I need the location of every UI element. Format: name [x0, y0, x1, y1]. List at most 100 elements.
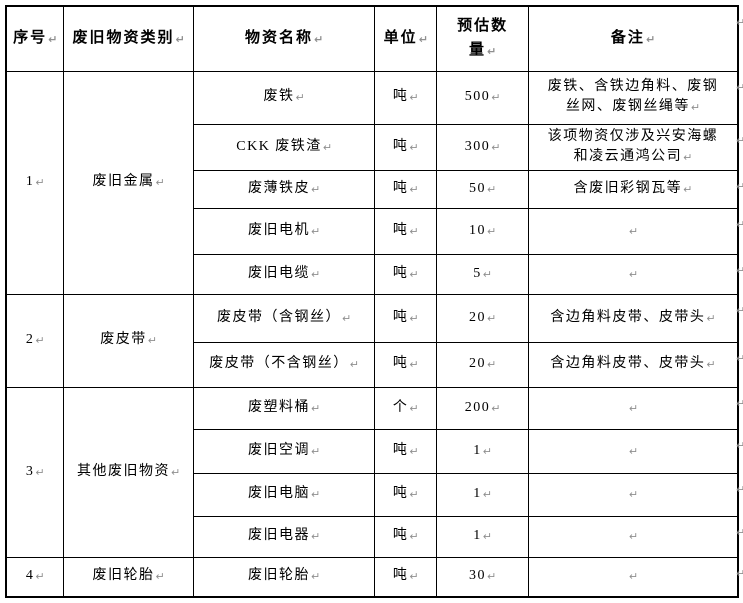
unit-cell-text: 吨 — [392, 222, 409, 238]
unit-cell: 吨↵ — [374, 341, 438, 388]
return-mark-icon: ↵ — [311, 530, 321, 543]
quantity-cell-text: 20 — [469, 309, 487, 325]
unit-cell-text: 吨 — [392, 528, 409, 543]
return-mark-icon: ↵ — [628, 401, 639, 415]
return-mark-icon: ↵ — [409, 444, 419, 458]
table-row: 废薄铁皮↵ 吨↵ 50↵ 含废旧彩钢瓦等↵ ↵ — [6, 169, 743, 209]
header-row: 序号↵ 废旧物资类别↵ 物资名称↵ 单位↵ 预估数量↵ 备注↵ ↵ — [5, 5, 743, 72]
note-cell-text: 含边角料皮带、皮带头 — [550, 356, 706, 371]
materials-table: 序号↵ 废旧物资类别↵ 物资名称↵ 单位↵ 预估数量↵ 备注↵ ↵ 1↵ 废旧金属↵ 废铁↵ 吨↵… — [5, 5, 743, 598]
return-mark-icon: ↵ — [690, 101, 701, 114]
unit-cell: 个↵ — [374, 386, 438, 430]
note-cell: ↵ — [528, 386, 739, 430]
return-mark-icon: ↵ — [155, 176, 165, 189]
quantity-cell-text: 30 — [469, 568, 487, 584]
row-end-mark-cell: ↵ — [736, 71, 743, 124]
material-name-cell-text: 废旧电机 — [248, 222, 311, 238]
return-mark-icon: ↵ — [322, 140, 333, 154]
unit-cell-text: 吨 — [392, 356, 409, 371]
row-end-mark-cell: ↵ — [736, 170, 743, 208]
note-cell: ↵ — [528, 253, 739, 295]
row-end-mark-cell: ↵ — [735, 473, 743, 516]
note-cell: ↵ — [528, 556, 739, 598]
header-label: 废旧物资类别 — [72, 29, 175, 46]
unit-cell: 吨↵ — [374, 207, 438, 255]
category-cell: 其他废旧物资↵ — [63, 386, 194, 558]
header-label-wrap: 序号↵ — [13, 26, 57, 52]
quantity-cell-text: 300 — [464, 138, 491, 154]
return-mark-icon: ↵ — [349, 358, 359, 371]
material-name-cell: 废旧空调↵ — [192, 428, 376, 474]
return-mark-icon: ↵ — [683, 182, 693, 196]
note-cell: ↵ — [528, 428, 739, 474]
return-mark-icon: ↵ — [409, 267, 419, 281]
quantity-cell: 300↵ — [436, 123, 530, 171]
header-qty: 预估数量↵ — [436, 5, 530, 72]
header-label: 预估数量 — [457, 17, 509, 58]
unit-cell-text: 吨 — [392, 180, 409, 196]
quantity-cell-text: 10 — [469, 222, 487, 238]
unit-cell-text: 吨 — [392, 138, 409, 154]
quantity-cell: 20↵ — [436, 341, 530, 388]
return-mark-icon: ↵ — [409, 488, 419, 501]
material-name-cell: CKK 废铁渣↵ — [192, 123, 376, 171]
return-mark-icon: ↵ — [628, 570, 639, 584]
return-mark-icon: ↵ — [175, 32, 185, 46]
unit-cell: 吨↵ — [374, 70, 438, 125]
return-mark-icon: ↵ — [418, 32, 428, 46]
table-row: 3↵ 其他废旧物资↵ 废塑料桶↵ 个↵ 200↵ ↵ ↵ — [5, 386, 743, 558]
unit-cell-text: 吨 — [392, 89, 409, 104]
quantity-cell: 50↵ — [436, 169, 530, 209]
table-row: 废旧电机↵ 吨↵ 10↵ ↵ ↵ — [6, 207, 743, 255]
unit-cell: 吨↵ — [374, 169, 438, 209]
return-mark-icon: ↵ — [735, 483, 743, 496]
return-mark-icon: ↵ — [48, 32, 58, 46]
quantity-cell-text: 1 — [473, 486, 482, 501]
unit-cell-text: 吨 — [392, 568, 409, 584]
quantity-cell: 200↵ — [436, 386, 530, 430]
unit-cell-text: 吨 — [392, 442, 409, 458]
return-mark-icon: ↵ — [487, 182, 497, 196]
material-name-cell: 废旧电机↵ — [192, 207, 376, 255]
return-mark-icon: ↵ — [311, 488, 321, 501]
return-mark-icon: ↵ — [491, 401, 501, 415]
return-mark-icon: ↵ — [487, 311, 497, 325]
header-no: 序号↵ — [5, 5, 65, 72]
return-mark-icon: ↵ — [735, 218, 743, 231]
material-name-cell: 废旧轮胎↵ — [192, 556, 376, 598]
material-name-cell-text: 废塑料桶 — [248, 399, 311, 415]
row-end-mark-cell: ↵ — [736, 557, 743, 597]
material-name-cell: 废旧电缆↵ — [192, 253, 376, 295]
material-name-cell: 废塑料桶↵ — [192, 386, 376, 430]
return-mark-icon: ↵ — [735, 352, 743, 365]
header-note: 备注↵ — [528, 5, 739, 72]
category-cell-text: 废皮带 — [100, 332, 147, 347]
return-mark-icon: ↵ — [35, 465, 45, 479]
return-mark-icon: ↵ — [487, 44, 497, 58]
table-row: 4↵ 废旧轮胎↵ 废旧轮胎↵ 吨↵ 30↵ ↵ ↵ — [5, 556, 743, 598]
row-end-mark-cell: ↵ — [735, 342, 743, 387]
return-mark-icon: ↵ — [735, 397, 743, 410]
note-cell-text: 废铁、含铁边角料、废钢丝网、废钢丝绳等 — [547, 79, 719, 114]
header-label-wrap: 物资名称↵ — [245, 26, 323, 52]
row-end-mark-cell: ↵ — [736, 516, 743, 557]
return-mark-icon: ↵ — [683, 150, 693, 164]
header-label-wrap: 单位↵ — [384, 26, 428, 52]
return-mark-icon: ↵ — [628, 267, 639, 281]
return-mark-icon: ↵ — [735, 439, 743, 452]
serial-cell-text: 4 — [25, 568, 35, 584]
quantity-cell: 500↵ — [436, 70, 530, 125]
category-cell-text: 废旧轮胎 — [92, 568, 155, 584]
note-cell: 废铁、含铁边角料、废钢丝网、废钢丝绳等↵ — [528, 70, 739, 125]
material-name-cell: 废铁↵ — [192, 70, 376, 125]
return-mark-icon: ↵ — [311, 401, 321, 415]
material-name-cell: 废皮带（不含钢丝）↵ — [192, 341, 376, 388]
return-mark-icon: ↵ — [409, 224, 419, 238]
header-unit: 单位↵ — [374, 5, 438, 72]
row-end-mark-cell: ↵ — [735, 429, 743, 473]
return-mark-icon: ↵ — [628, 488, 639, 501]
return-mark-icon: ↵ — [409, 182, 419, 196]
material-name-cell: 废薄铁皮↵ — [192, 169, 376, 209]
note-cell: 该项物资仅涉及兴安海螺和凌云通鸿公司↵ — [528, 123, 739, 171]
return-mark-icon: ↵ — [155, 570, 165, 584]
